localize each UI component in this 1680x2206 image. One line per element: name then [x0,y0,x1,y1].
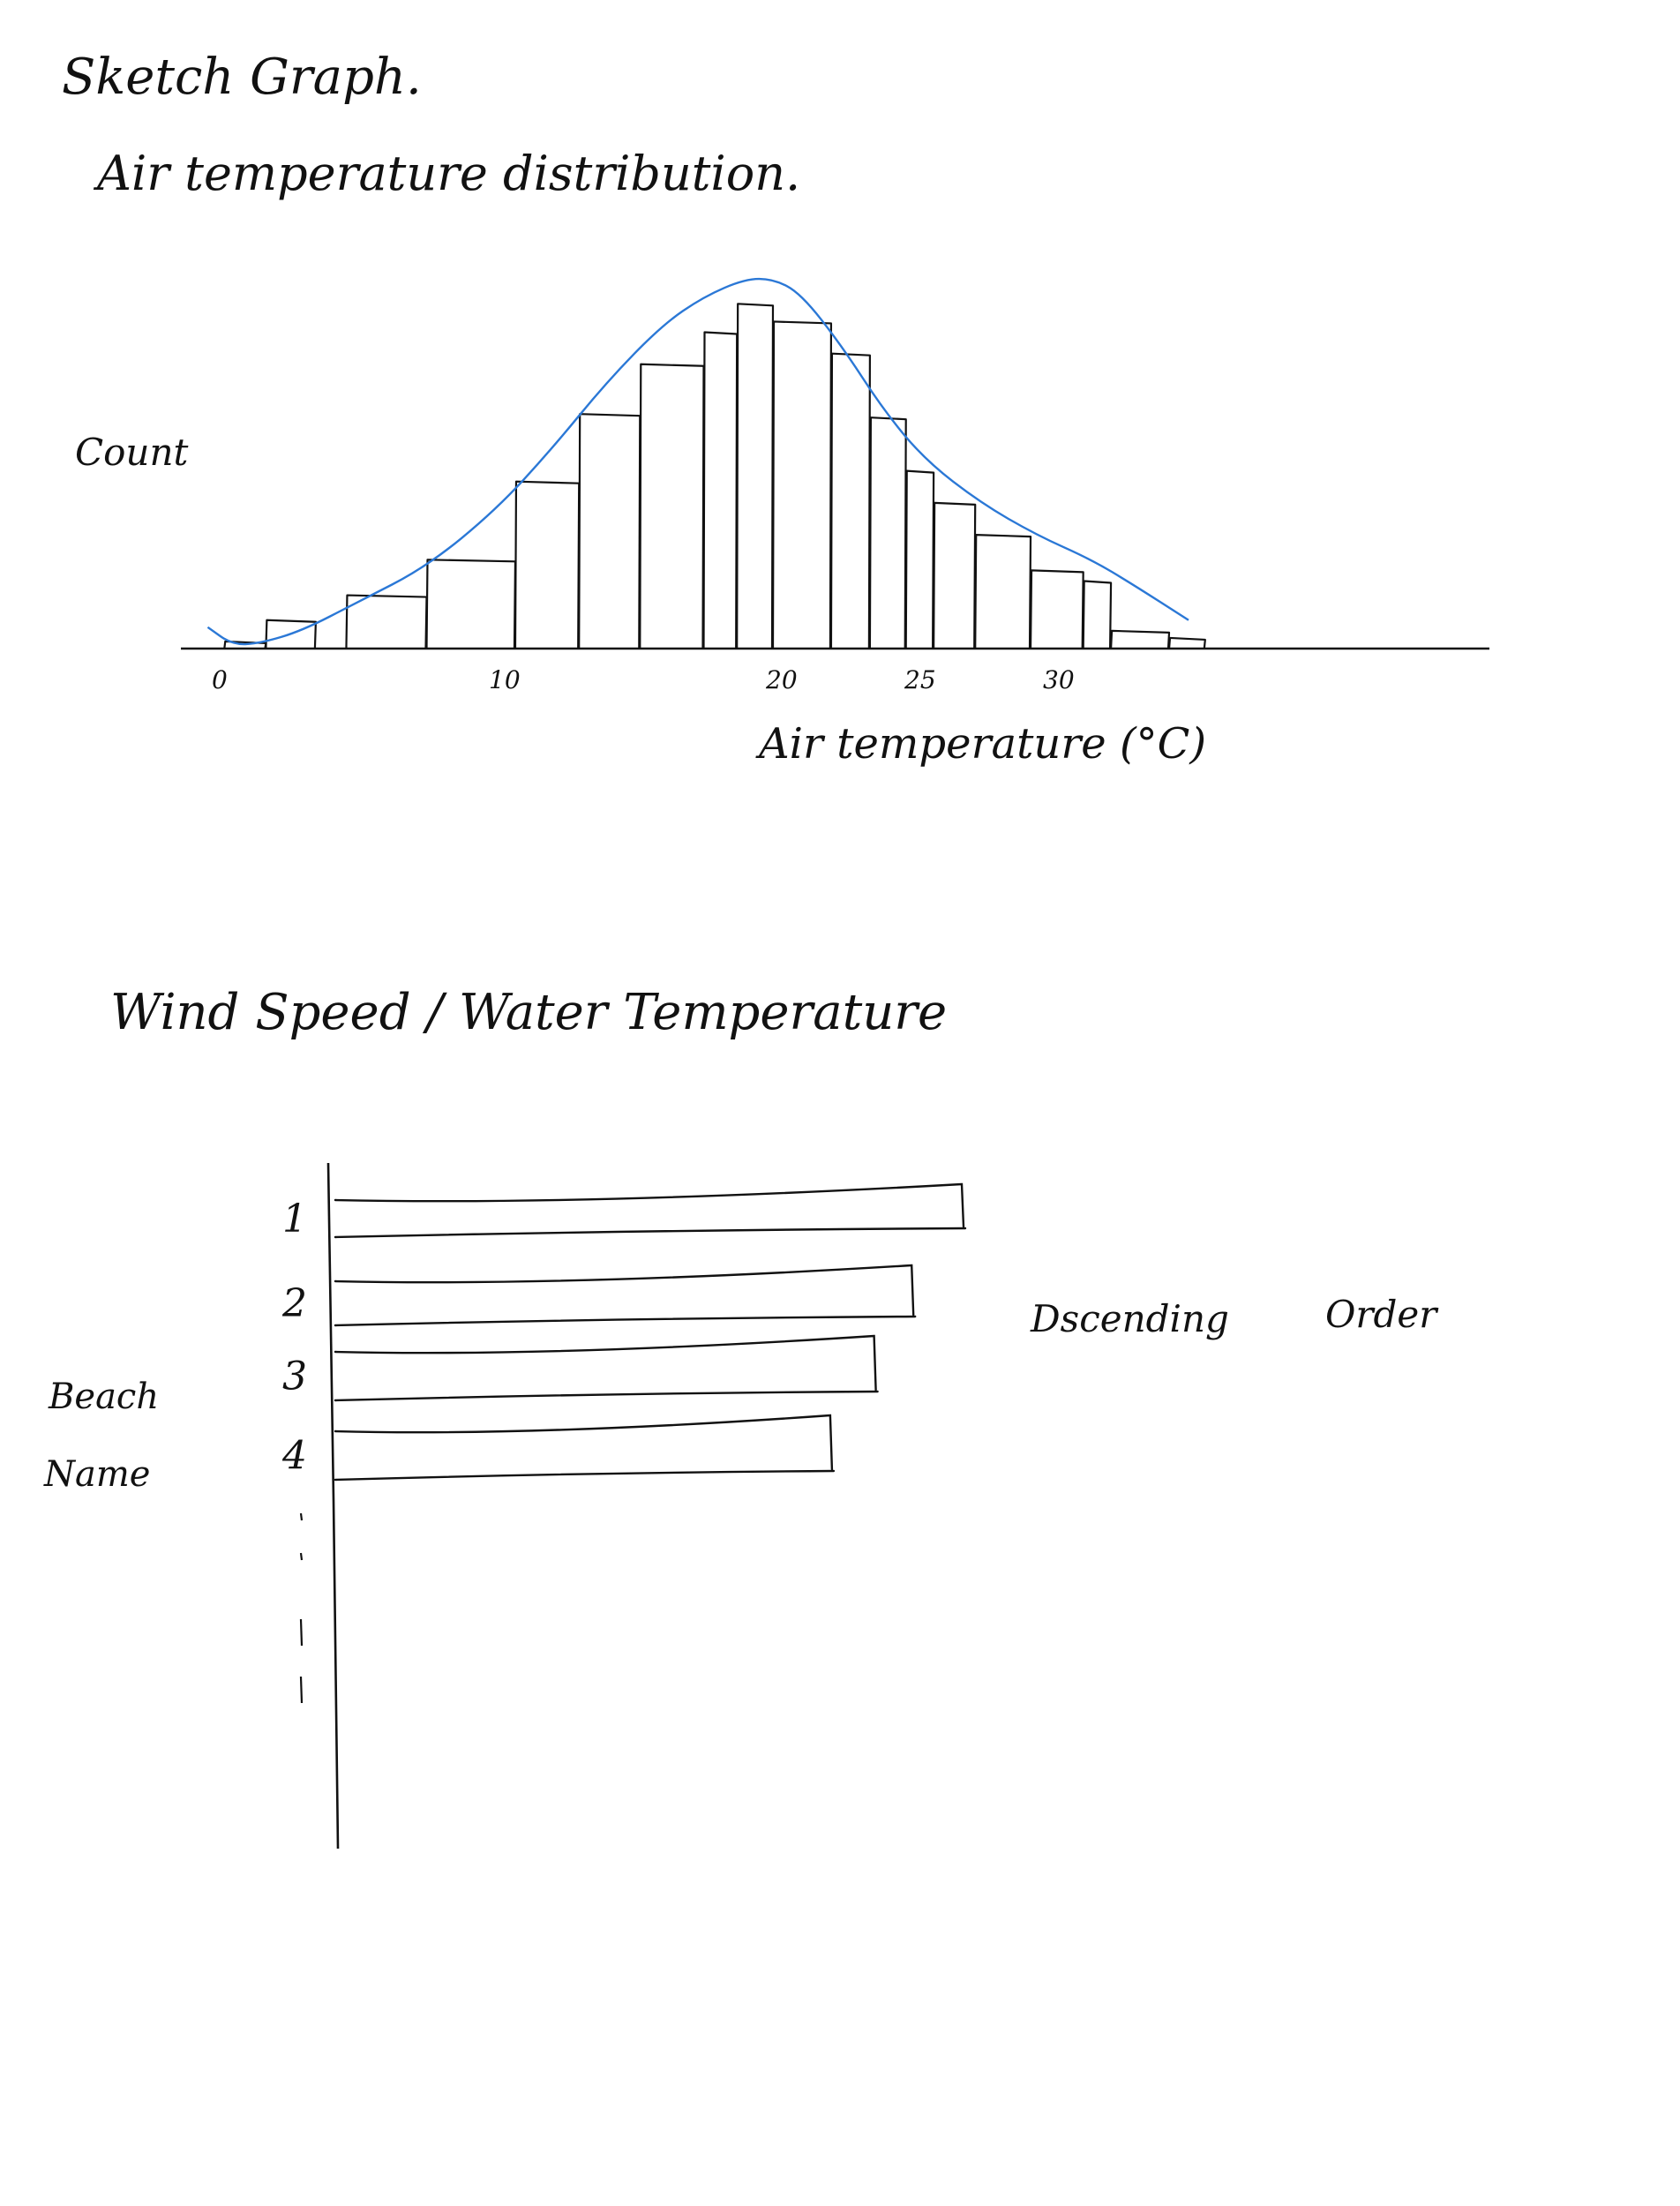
histogram-x-tick-label: 10 [489,665,521,694]
histogram-bar [1167,636,1206,649]
histogram-x-axis-label: Air temperature (°C) [759,719,1207,769]
bar-chart-y-axis-label-line1: Beach [49,1377,160,1417]
histogram-x-tick-label: 20 [765,665,798,694]
histogram-bar [1082,580,1113,649]
histogram-x-tick-label: 30 [1043,665,1075,694]
bar-chart-category-label: 1 [282,1197,307,1242]
histogram-x-tick-label: 25 [904,665,936,694]
sketch-title: Sketch Graph. [62,49,422,106]
bar-chart-continuation-mark [299,1512,304,1521]
histogram-bar [933,501,977,649]
sort-order-note-word1: Dscending [1031,1297,1229,1340]
histogram-y-axis-label: Count [75,431,189,474]
bar-chart-y-axis-label-line2: Name [44,1454,151,1495]
histogram-bar [868,416,907,649]
bar-chart-bar [334,1264,917,1327]
sort-order-note-word2: Order [1325,1293,1437,1336]
bar-chart-category-label: 2 [281,1281,307,1326]
histogram-density-curve [206,277,1189,646]
histogram-bar [1109,629,1171,649]
bar-chart-bar [334,1414,836,1482]
bar-chart-title: Wind Speed / Water Temperature [110,984,948,1041]
bar-chart-continuation-mark [299,1618,304,1647]
bar-chart-y-axis [326,1162,340,1850]
bar-chart-continuation-mark [299,1552,304,1561]
bar-chart-continuation-mark [299,1676,304,1704]
bar-chart-category-label: 4 [281,1434,307,1479]
histogram-bar [904,469,935,649]
histogram-bar [974,534,1032,649]
bar-chart-category-label: 3 [282,1354,307,1399]
histogram-title: Air temperature distribution. [97,146,801,201]
histogram-x-tick-label: 0 [212,665,228,694]
histogram-bar [829,352,871,649]
bar-chart-bar [334,1334,879,1402]
bar-chart-bar [334,1182,967,1239]
histogram-bar [265,619,317,649]
